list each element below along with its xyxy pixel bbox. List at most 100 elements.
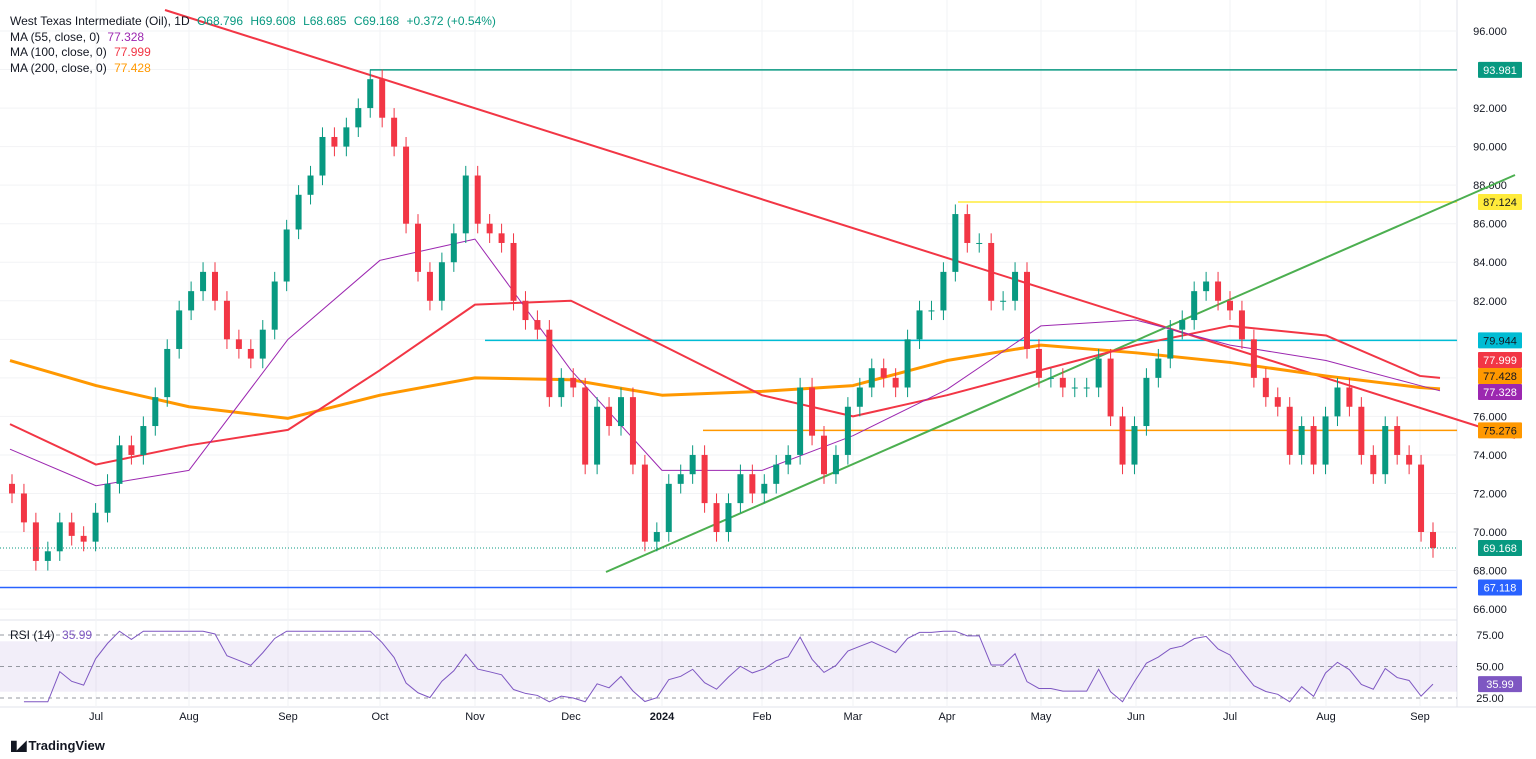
x-tick-label: Dec [561, 711, 581, 723]
candle-body [1095, 358, 1102, 388]
price-tag [1478, 368, 1522, 384]
candle-body [235, 339, 242, 349]
candle [104, 474, 111, 523]
candle-body [152, 397, 159, 427]
support-trendline [605, 174, 1516, 573]
candle [1358, 397, 1365, 465]
candle [1107, 348, 1114, 427]
candle [510, 233, 517, 311]
candle-body [641, 464, 648, 542]
candle [880, 358, 887, 388]
candle [474, 165, 481, 234]
candle [1119, 406, 1126, 475]
candle-body [188, 291, 195, 311]
candle [1430, 522, 1436, 558]
candle-body [379, 79, 386, 118]
candle-body [140, 426, 147, 455]
candle [367, 69, 374, 118]
candle [32, 512, 39, 571]
candle [1071, 377, 1078, 398]
resistance-trendline [164, 9, 1516, 439]
candle [307, 165, 314, 205]
candle [761, 474, 768, 504]
candle [438, 252, 445, 311]
price-tag [1478, 384, 1522, 400]
candle [415, 214, 421, 282]
candle-body [498, 233, 505, 243]
candle-body [1418, 464, 1425, 533]
candle-body [415, 223, 421, 272]
y-tick-label: 70.000 [1473, 527, 1507, 539]
price-tag-label: 87.124 [1483, 197, 1517, 209]
candle-body [1274, 397, 1281, 407]
candle [355, 98, 362, 137]
candle-body [737, 474, 744, 504]
candle-body [1286, 406, 1293, 455]
x-tick-label: Oct [371, 711, 388, 723]
candle-body [391, 117, 398, 147]
candle [629, 387, 636, 475]
candle [916, 300, 923, 349]
candle-body [618, 397, 624, 427]
candle-body [856, 387, 863, 407]
candle [164, 339, 171, 407]
candle [701, 445, 708, 513]
x-tick-label: Apr [938, 711, 955, 723]
candle [570, 368, 577, 398]
price-tag [1478, 352, 1522, 368]
candle-body [558, 377, 565, 398]
candle-body [68, 522, 75, 536]
candle-body [92, 512, 99, 542]
price-tag [1478, 676, 1522, 693]
y-tick-label: 72.000 [1473, 488, 1507, 500]
candle-body [1167, 329, 1174, 359]
candle [1310, 416, 1317, 475]
candle [56, 512, 63, 561]
y-tick-label: 96.000 [1473, 26, 1507, 38]
candle-body [1179, 320, 1186, 330]
candle-body [80, 535, 87, 542]
rsi-tick-label: 75.00 [1476, 630, 1504, 642]
price-tag [1478, 61, 1522, 78]
candle [1274, 387, 1281, 417]
candle [1215, 271, 1222, 311]
tradingview-logo[interactable]: ▮◢ TradingView [10, 737, 105, 754]
candle-body [1310, 426, 1317, 465]
candle [809, 377, 816, 446]
candle [594, 397, 601, 475]
candle-body [1083, 387, 1090, 389]
price-tag-label: 77.999 [1483, 355, 1517, 367]
candle [1394, 416, 1401, 465]
candle [582, 377, 589, 475]
y-tick-label: 66.000 [1473, 604, 1507, 616]
candle [140, 416, 147, 465]
candle [176, 300, 183, 359]
candle [1262, 368, 1269, 407]
rsi-line [23, 630, 1434, 703]
candle-body [283, 229, 290, 282]
rsi-legend: RSI (14) 35.99 [10, 628, 96, 644]
candle [1155, 348, 1162, 388]
candle-body [438, 262, 445, 301]
candle-body [677, 474, 684, 484]
candle [653, 522, 660, 552]
candle-body [821, 435, 827, 475]
candle [403, 136, 410, 234]
candle-body [307, 175, 314, 195]
candle-body [952, 214, 959, 272]
candle-body [200, 271, 207, 292]
candle [259, 320, 266, 369]
candle [1143, 368, 1150, 436]
y-tick-label: 92.000 [1473, 103, 1507, 115]
x-tick-label: Sep [1410, 711, 1430, 723]
candle-body [1203, 281, 1210, 292]
rsi-tick-label: 50.00 [1476, 662, 1504, 674]
candle [212, 262, 218, 311]
candle-body [355, 108, 362, 128]
candle [498, 223, 505, 253]
candle-body [546, 329, 553, 398]
candle-body [1024, 271, 1030, 349]
candle-body [1059, 377, 1066, 388]
price-tag-label: 75.276 [1483, 425, 1517, 437]
